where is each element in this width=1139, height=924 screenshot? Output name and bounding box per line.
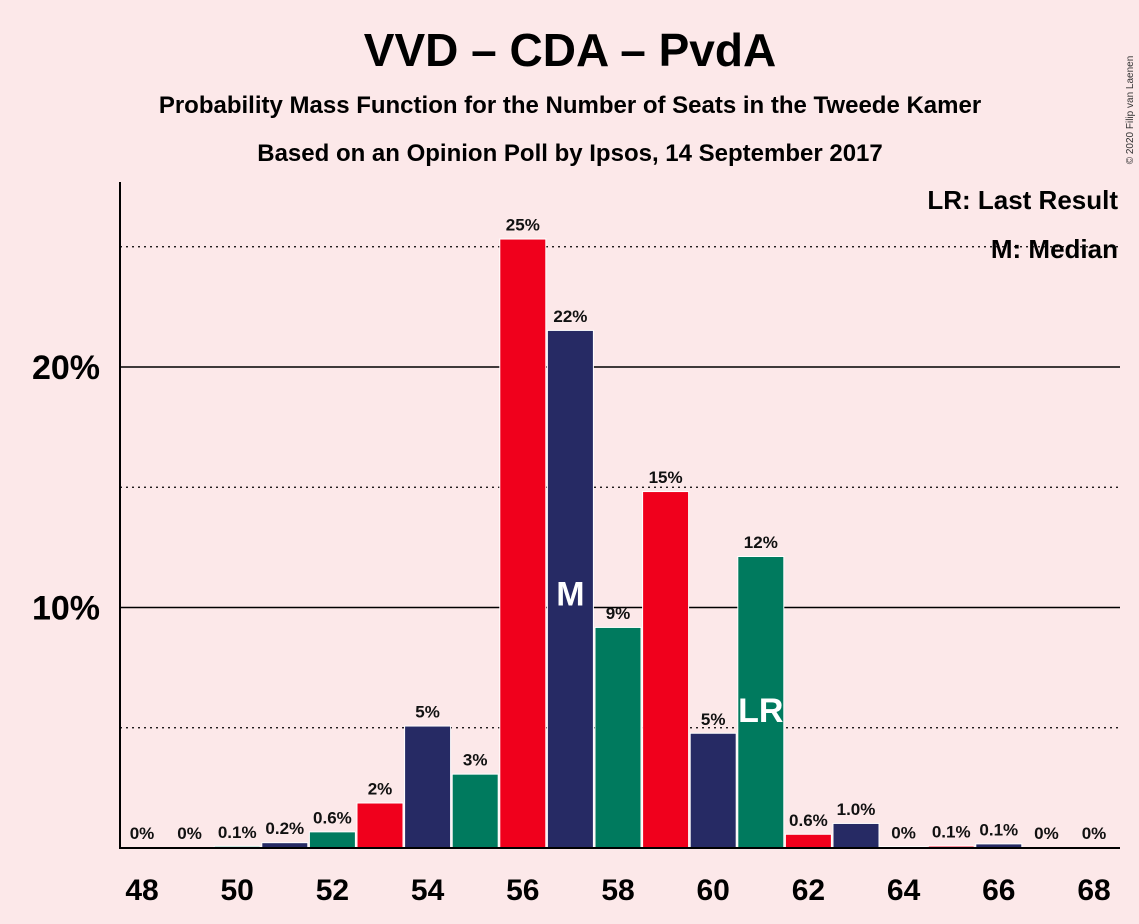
- copyright-notice: © 2020 Filip van Laenen: [1125, 56, 1136, 165]
- bar-value-label: 2%: [368, 780, 393, 799]
- x-tick-label: 68: [1077, 874, 1110, 907]
- bar: [595, 627, 641, 848]
- bar-value-label: 3%: [463, 751, 488, 770]
- bar-value-label: 0.1%: [932, 823, 971, 842]
- bar-value-label: 0.1%: [979, 820, 1018, 839]
- x-tick-label: 66: [982, 874, 1015, 907]
- bar-value-label: 25%: [506, 216, 540, 235]
- x-tick-label: 48: [125, 874, 158, 907]
- bar-value-label: 22%: [553, 307, 587, 326]
- bar: [643, 492, 689, 848]
- bar: [785, 834, 831, 848]
- bar-value-label: 1.0%: [837, 800, 876, 819]
- bar-value-label: 5%: [701, 710, 726, 729]
- bars-group: 0% 0% 0.1% 0.2% 0.6% 2% 5% 3% 25% 22% M 9% 15% 5% 12% L…: [130, 216, 1107, 848]
- x-tick-label: 54: [411, 874, 445, 907]
- bar-value-label: 5%: [415, 703, 440, 722]
- y-tick-label: 20%: [32, 349, 100, 387]
- x-tick-label: 50: [221, 874, 254, 907]
- x-tick-label: 58: [601, 874, 634, 907]
- legend-median: M: Median: [991, 234, 1118, 264]
- bar: [690, 733, 736, 848]
- bar: [547, 330, 593, 848]
- x-tick-label: 56: [506, 874, 539, 907]
- axes-group: 10% 20% 48 50 52 54 56 58 60 62 64 66 68: [32, 182, 1120, 907]
- x-tick-label: 62: [792, 874, 825, 907]
- bar-value-label: 12%: [744, 533, 778, 552]
- bar-value-label: 0%: [177, 824, 202, 843]
- x-tick-label: 64: [887, 874, 921, 907]
- bar: [309, 832, 355, 848]
- bar-value-label: 0%: [891, 823, 916, 842]
- chart-subtitle-2: Based on an Opinion Poll by Ipsos, 14 Se…: [257, 140, 883, 167]
- median-marker: M: [556, 576, 584, 614]
- last-result-marker: LR: [738, 692, 783, 730]
- bar-value-label: 0.6%: [789, 811, 828, 830]
- bar-value-label: 0%: [130, 824, 155, 843]
- bar: [405, 726, 451, 848]
- bar: [500, 239, 546, 848]
- bar-value-label: 0%: [1082, 824, 1107, 843]
- bar: [262, 843, 308, 848]
- chart-subtitle-1: Probability Mass Function for the Number…: [159, 92, 981, 119]
- bar: [833, 823, 879, 848]
- bar: [738, 556, 784, 848]
- bar-value-label: 0.1%: [218, 823, 257, 842]
- bar: [452, 774, 498, 848]
- bar-value-label: 9%: [606, 604, 631, 623]
- bar: [976, 844, 1022, 848]
- chart-title: VVD – CDA – PvdA: [364, 24, 776, 76]
- bar-value-label: 0.2%: [265, 819, 304, 838]
- y-tick-label: 10%: [32, 590, 100, 628]
- x-tick-label: 60: [697, 874, 730, 907]
- bar-value-label: 15%: [649, 468, 683, 487]
- x-tick-label: 52: [316, 874, 349, 907]
- bar: [357, 803, 403, 848]
- bar-value-label: 0.6%: [313, 808, 352, 827]
- bar-value-label: 0%: [1034, 824, 1059, 843]
- legend-last-result: LR: Last Result: [927, 185, 1118, 215]
